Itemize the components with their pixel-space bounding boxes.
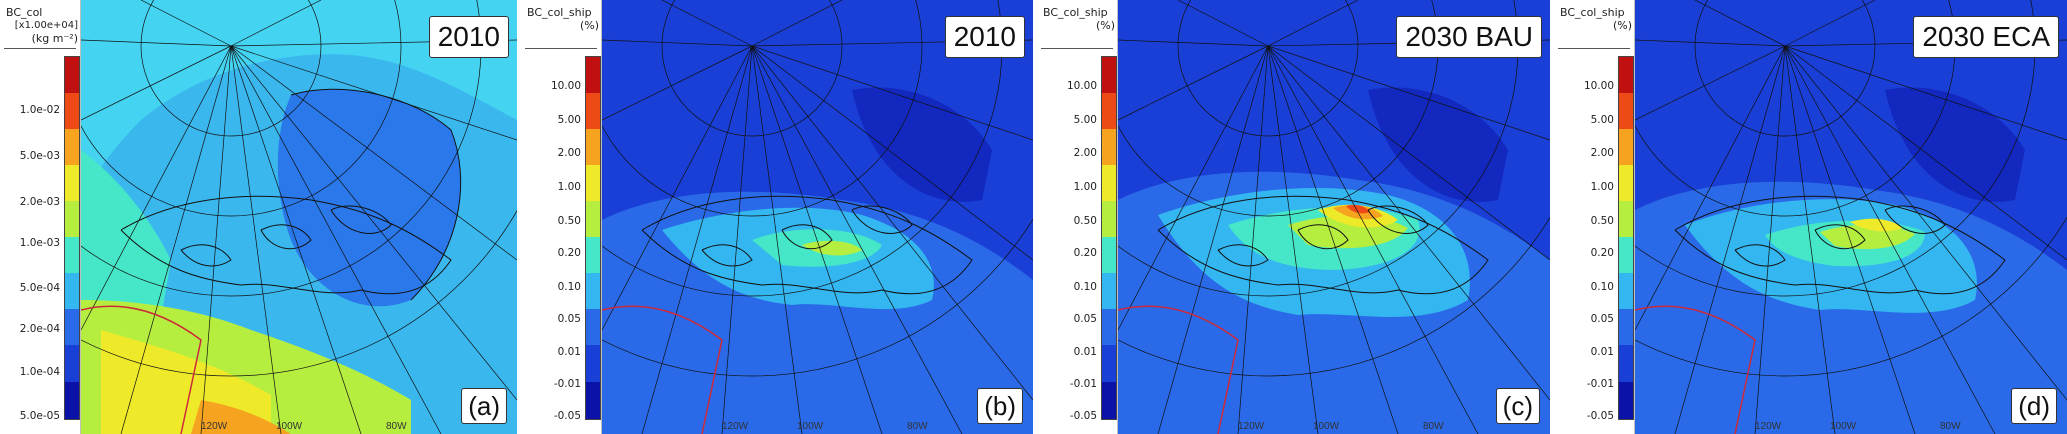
legend-tick: 0.50 — [1073, 215, 1097, 227]
legend-tick: 0.50 — [1590, 215, 1614, 227]
colorbar-c — [1101, 56, 1117, 420]
legend-tick: 0.20 — [1590, 247, 1614, 259]
scenario-label-b: 2010 — [944, 16, 1025, 58]
legend-tick: 5.0e-03 — [19, 150, 60, 162]
legend-divider — [1041, 48, 1113, 49]
lon-label: 100W — [1830, 421, 1857, 432]
legend-title-line: BC_col — [6, 6, 43, 19]
legend-title-line: (%) — [579, 19, 599, 32]
lon-label: 120W — [1755, 421, 1782, 432]
legend-tick: -0.05 — [1586, 410, 1614, 422]
legend-title-a: BC_col [x1.00e+04] (kg m⁻²) — [6, 6, 86, 45]
legend-title-line: BC_col_ship — [1560, 6, 1625, 19]
map-panel-b: BC_col_ship (%) 10.00 5.00 2.00 1.00 0.5… — [521, 0, 1033, 434]
map-area-d: 2030 ECA (d) 120W 100W 80W — [1635, 0, 2067, 434]
arctic-map-c — [1118, 0, 1550, 434]
legend-tick: 0.10 — [557, 281, 581, 293]
colorbar-legend-d: BC_col_ship (%) 10.00 5.00 2.00 1.00 0.5… — [1554, 0, 1635, 434]
lon-label: 100W — [797, 421, 824, 432]
legend-tick: 0.20 — [557, 247, 581, 259]
lon-label: 80W — [907, 421, 928, 432]
colorbar-d — [1618, 56, 1634, 420]
legend-tick: 5.0e-04 — [19, 282, 60, 294]
legend-tick: -0.01 — [553, 378, 581, 390]
legend-tick: 5.00 — [557, 114, 581, 126]
scenario-label-d: 2030 ECA — [1913, 16, 2059, 58]
legend-tick: 2.00 — [557, 147, 581, 159]
legend-tick: 10.00 — [1583, 80, 1614, 92]
legend-tick: 0.05 — [1073, 313, 1097, 325]
legend-title-d: BC_col_ship (%) — [1560, 6, 1640, 32]
legend-tick: 2.0e-04 — [19, 323, 60, 335]
legend-tick: 0.01 — [557, 346, 581, 358]
legend-tick: 5.0e-05 — [19, 410, 60, 422]
legend-tick: 0.50 — [557, 215, 581, 227]
legend-tick: 2.00 — [1073, 147, 1097, 159]
arctic-map-d — [1635, 0, 2067, 434]
legend-tick: 2.00 — [1590, 147, 1614, 159]
panel-letter-c: (c) — [1495, 388, 1540, 424]
lon-label: 80W — [1423, 421, 1444, 432]
legend-tick: 1.0e-04 — [19, 366, 60, 378]
map-area-b: 2010 (b) 120W 100W 80W — [602, 0, 1033, 434]
lon-label: 80W — [386, 421, 407, 432]
legend-tick: 0.20 — [1073, 247, 1097, 259]
lon-label: 100W — [1313, 421, 1340, 432]
legend-title-line: BC_col_ship — [527, 6, 592, 19]
map-panel-a: BC_col [x1.00e+04] (kg m⁻²) 1.0e-02 5.0e… — [0, 0, 517, 434]
map-area-c: 2030 BAU (c) 120W 100W 80W — [1118, 0, 1550, 434]
colorbar-legend-a: BC_col [x1.00e+04] (kg m⁻²) 1.0e-02 5.0e… — [0, 0, 81, 434]
legend-divider — [4, 48, 76, 49]
lon-label: 120W — [722, 421, 749, 432]
legend-tick: 2.0e-03 — [19, 196, 60, 208]
panel-letter-a: (a) — [461, 388, 507, 424]
map-panel-d: BC_col_ship (%) 10.00 5.00 2.00 1.00 0.5… — [1554, 0, 2067, 434]
legend-tick: 0.01 — [1590, 346, 1614, 358]
scenario-label-c: 2030 BAU — [1396, 16, 1542, 58]
legend-tick: 1.00 — [1590, 181, 1614, 193]
legend-tick: 10.00 — [1066, 80, 1097, 92]
map-area-a: 2010 (a) 120W 100W 80W — [81, 0, 517, 434]
legend-tick: 0.05 — [557, 313, 581, 325]
scenario-label-a: 2010 — [428, 16, 509, 58]
legend-tick: 5.00 — [1073, 114, 1097, 126]
legend-tick: 10.00 — [550, 80, 581, 92]
legend-tick: -0.01 — [1586, 378, 1614, 390]
legend-divider — [1558, 48, 1630, 49]
legend-title-b: BC_col_ship (%) — [527, 6, 607, 32]
colorbar-a — [64, 56, 80, 420]
map-panel-c: BC_col_ship (%) 10.00 5.00 2.00 1.00 0.5… — [1037, 0, 1550, 434]
legend-tick: -0.05 — [553, 410, 581, 422]
panel-letter-d: (d) — [2011, 388, 2057, 424]
legend-tick: 0.05 — [1590, 313, 1614, 325]
legend-tick: 1.00 — [557, 181, 581, 193]
legend-title-c: BC_col_ship (%) — [1043, 6, 1123, 32]
arctic-map-b — [602, 0, 1033, 434]
legend-tick: 0.10 — [1073, 281, 1097, 293]
colorbar-legend-c: BC_col_ship (%) 10.00 5.00 2.00 1.00 0.5… — [1037, 0, 1118, 434]
legend-tick: 1.00 — [1073, 181, 1097, 193]
legend-title-line: [x1.00e+04] — [14, 20, 78, 31]
legend-tick: 0.10 — [1590, 281, 1614, 293]
legend-tick: 5.00 — [1590, 114, 1614, 126]
arctic-map-a — [81, 0, 517, 434]
legend-tick: 1.0e-03 — [19, 237, 60, 249]
lon-label: 80W — [1940, 421, 1961, 432]
legend-title-line: (%) — [1612, 19, 1632, 32]
lon-label: 120W — [201, 421, 228, 432]
lon-label: 100W — [276, 421, 303, 432]
legend-tick: 1.0e-02 — [19, 104, 60, 116]
legend-title-line: BC_col_ship — [1043, 6, 1108, 19]
legend-tick: -0.05 — [1069, 410, 1097, 422]
panel-letter-b: (b) — [977, 388, 1023, 424]
legend-divider — [525, 48, 597, 49]
colorbar-legend-b: BC_col_ship (%) 10.00 5.00 2.00 1.00 0.5… — [521, 0, 602, 434]
colorbar-b — [585, 56, 601, 420]
legend-title-line: (%) — [1095, 19, 1115, 32]
lon-label: 120W — [1238, 421, 1265, 432]
legend-title-line: (kg m⁻²) — [31, 32, 78, 45]
legend-tick: 0.01 — [1073, 346, 1097, 358]
legend-tick: -0.01 — [1069, 378, 1097, 390]
